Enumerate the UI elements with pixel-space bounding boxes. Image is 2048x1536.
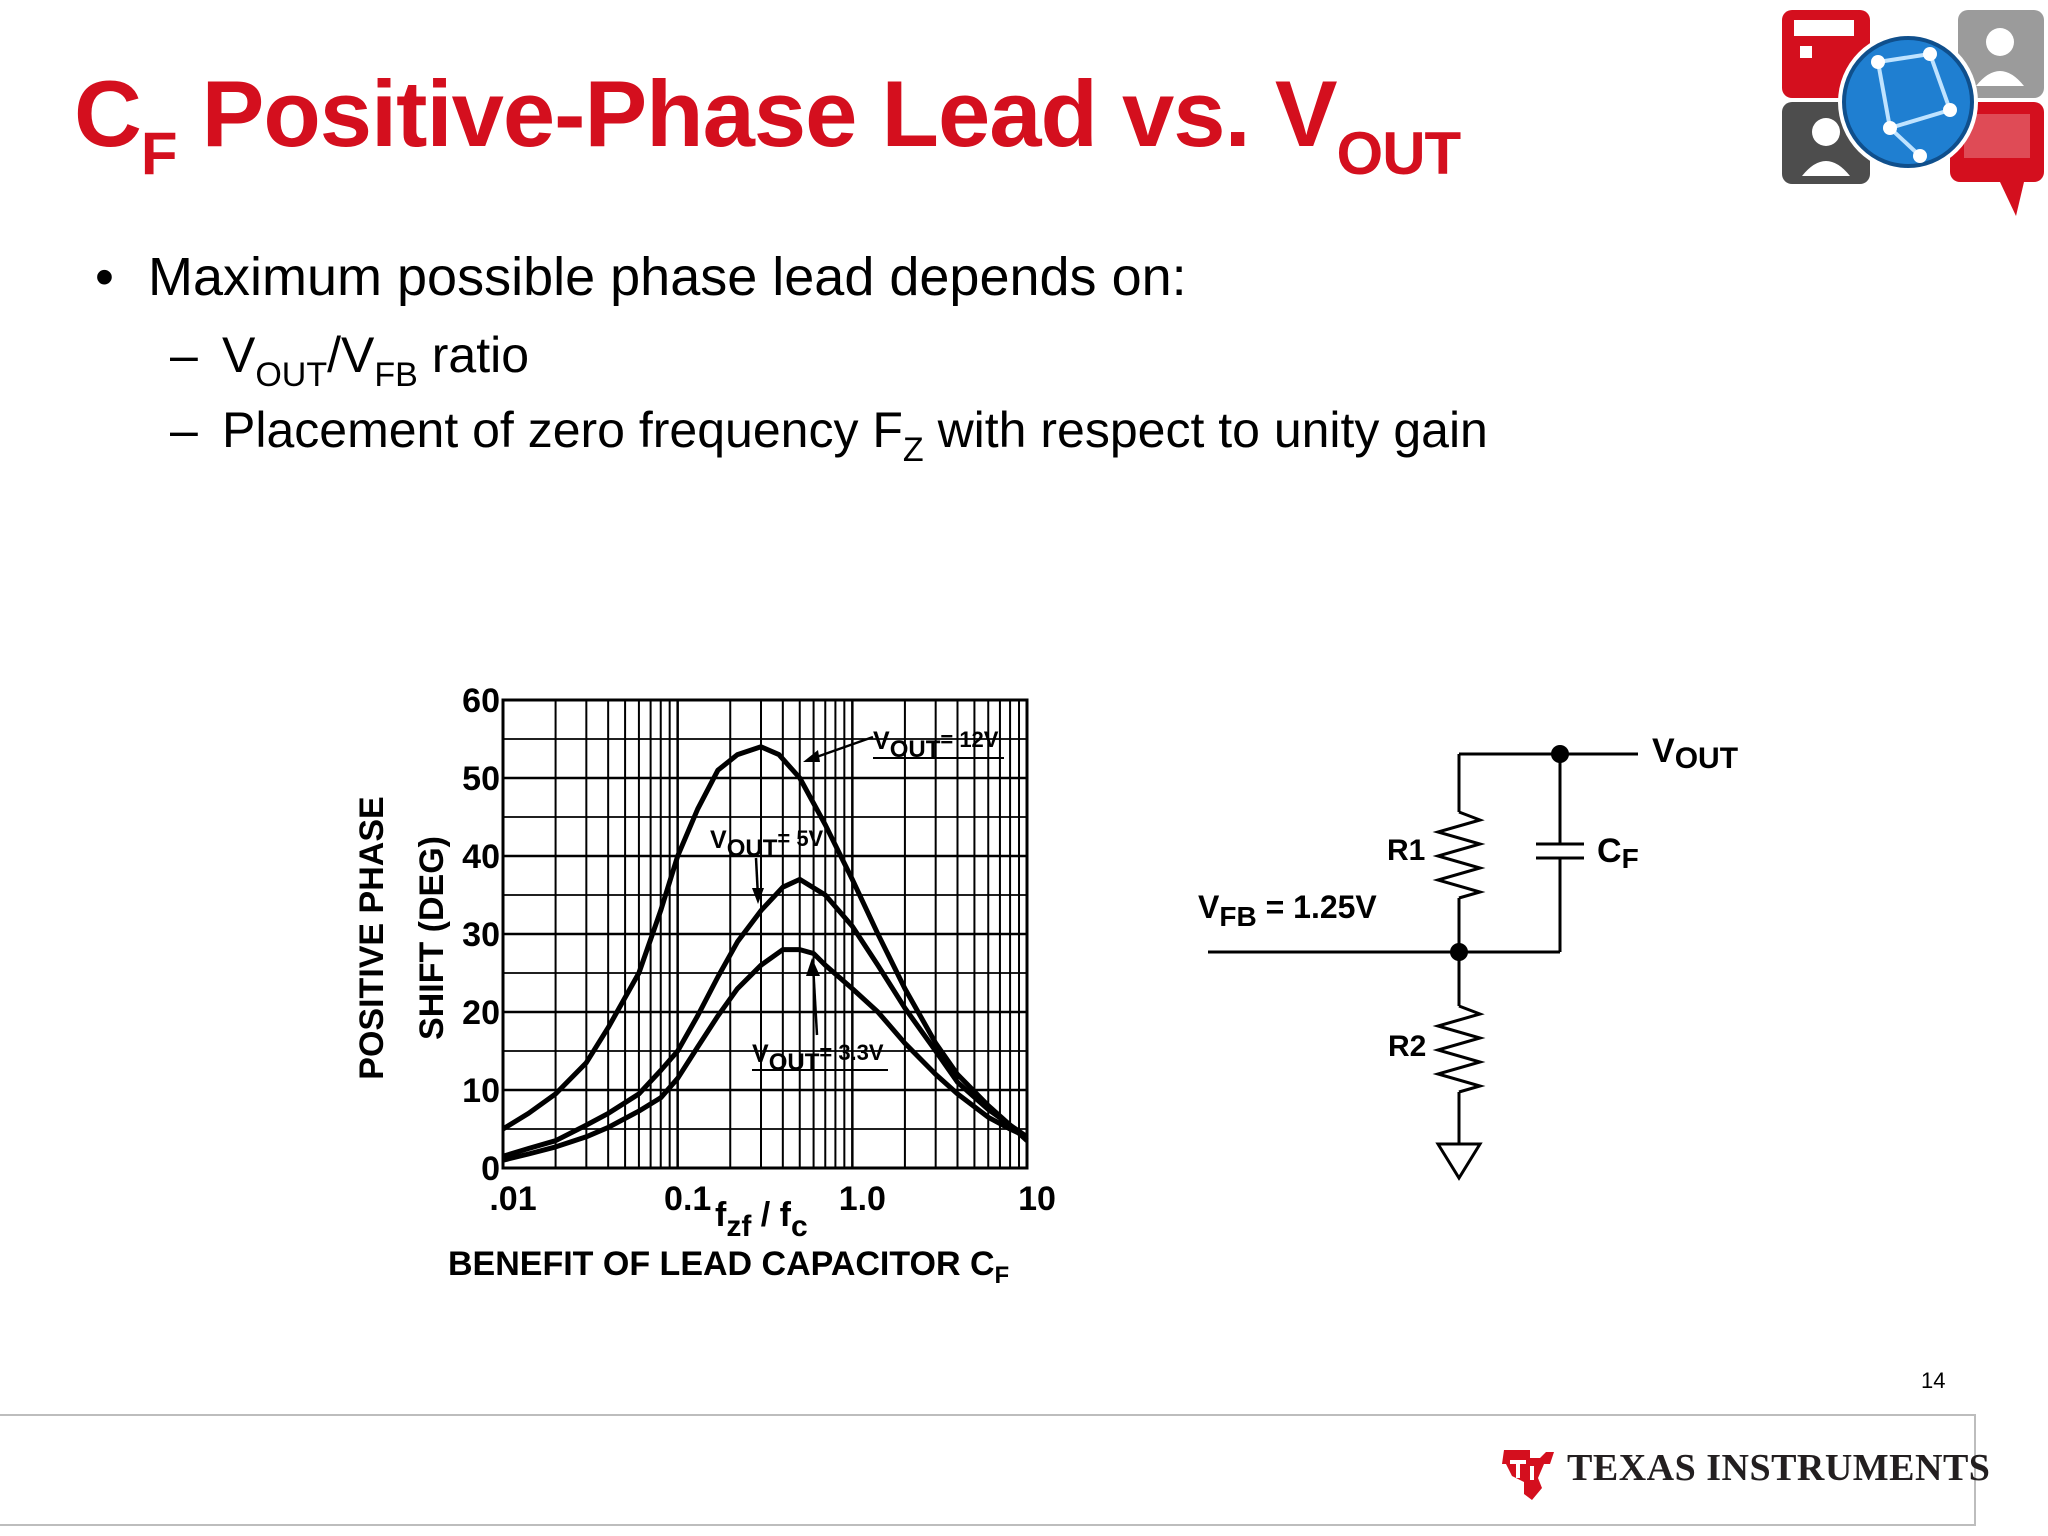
y-tick-label: 0: [481, 1150, 500, 1188]
footer-brand: TEXAS INSTRUMENTS: [1567, 1447, 1991, 1489]
sub-bullet-ratio: – VOUT/VFB ratio: [170, 330, 529, 392]
vfb-node: [1450, 943, 1468, 961]
r2-label: R2: [1388, 1030, 1426, 1063]
chart-series: [501, 744, 1029, 1163]
arrow-head-12v: [803, 750, 820, 762]
sub1-v1: V: [222, 327, 256, 383]
chart-x-label: fzf / fc: [715, 1196, 808, 1243]
bullet-list: • Maximum possible phase lead depends on…: [95, 250, 1488, 467]
title-c: C: [74, 61, 142, 166]
x-tick-label: 1.0: [839, 1180, 886, 1218]
title-sub-out: OUT: [1336, 120, 1462, 187]
cf-label: CF: [1597, 832, 1639, 874]
bullet-text: Maximum possible phase lead depends on:: [148, 247, 1187, 307]
y-tick-label: 20: [462, 994, 500, 1032]
chart-y-label-line2: SHIFT (DEG): [413, 836, 451, 1040]
y-tick-label: 60: [462, 682, 500, 720]
x-tick-label: 0.1: [664, 1180, 711, 1218]
sub-bullet-marker: –: [170, 327, 198, 383]
bullet-marker: •: [95, 247, 114, 307]
sub1-s1: OUT: [255, 356, 328, 394]
vout-node: [1551, 745, 1569, 763]
y-tick-label: 40: [462, 838, 500, 876]
label-3v3: VOUT= 3.3V: [752, 1040, 884, 1076]
vfb-label: VFB = 1.25V: [1198, 889, 1377, 932]
ground-icon: [1435, 1142, 1483, 1181]
ti-logo-icon: [1502, 1450, 1554, 1500]
series-label-12v: VOUT= 12V: [803, 727, 1004, 763]
x-tick-label: .01: [489, 1180, 536, 1218]
series-label-5v: VOUT= 5V: [710, 826, 832, 904]
vout-label: VOUT: [1652, 732, 1738, 775]
arrow-head-5v: [752, 888, 764, 904]
y-tick-label: 10: [462, 1072, 500, 1110]
sub-bullet-placement: – Placement of zero frequency FZ with re…: [170, 405, 1488, 467]
r1-label: R1: [1387, 834, 1425, 867]
chart-caption: BENEFIT OF LEAD CAPACITOR CF: [448, 1245, 1009, 1289]
chart-y-label-line1: POSITIVE PHASE: [353, 796, 391, 1079]
sub2-sub: Z: [902, 431, 924, 469]
arrow-head-3v3: [806, 958, 820, 976]
series-line-1: [502, 876, 1029, 1159]
sub1-v2: /V: [327, 327, 375, 383]
sub2-text: Placement of zero frequency F: [222, 402, 903, 458]
title-mid: Positive-Phase Lead vs. V: [176, 61, 1338, 166]
training-logo-icon: [1782, 10, 2044, 216]
sub-bullet-marker: –: [170, 402, 198, 458]
footer-bar: [0, 1414, 1976, 1526]
sub-bullet-text: Placement of zero frequency FZ with resp…: [222, 405, 1488, 467]
sub-bullet-text: VOUT/VFB ratio: [222, 330, 529, 392]
y-tick-label: 30: [462, 916, 500, 954]
chart-x-ticks: .01 0.1 1.0 10: [489, 1180, 1056, 1218]
sub1-rest: ratio: [417, 327, 530, 383]
r2-resistor: [1432, 1004, 1486, 1094]
arrow-3v3: [811, 964, 819, 1036]
chart-frame: [501, 698, 1029, 1170]
y-tick-label: 50: [462, 760, 500, 798]
series-label-3v3: VOUT= 3.3V: [752, 958, 888, 1076]
slide-title: CF Positive-Phase Lead vs. VOUT: [74, 60, 1462, 188]
x-tick-label: 10: [1018, 1180, 1056, 1218]
sub1-s2: FB: [374, 356, 418, 394]
chart-y-ticks: 0 10 20 30 40 50 60: [462, 682, 500, 1188]
r1-resistor: [1432, 810, 1486, 900]
slide-number: 14: [1921, 1368, 1946, 1393]
sub2-rest: with respect to unity gain: [923, 402, 1488, 458]
series-line-2: [502, 947, 1029, 1163]
title-sub-f: F: [140, 120, 178, 187]
bullet-item: • Maximum possible phase lead depends on…: [95, 250, 1187, 304]
label-5v: VOUT= 5V: [710, 826, 824, 862]
chart-grid: [501, 698, 1027, 1170]
feedback-circuit-diagram: VOUT R1 CF VFB = 1.25V R2: [1198, 732, 1738, 1181]
series-line-0: [501, 744, 1029, 1143]
